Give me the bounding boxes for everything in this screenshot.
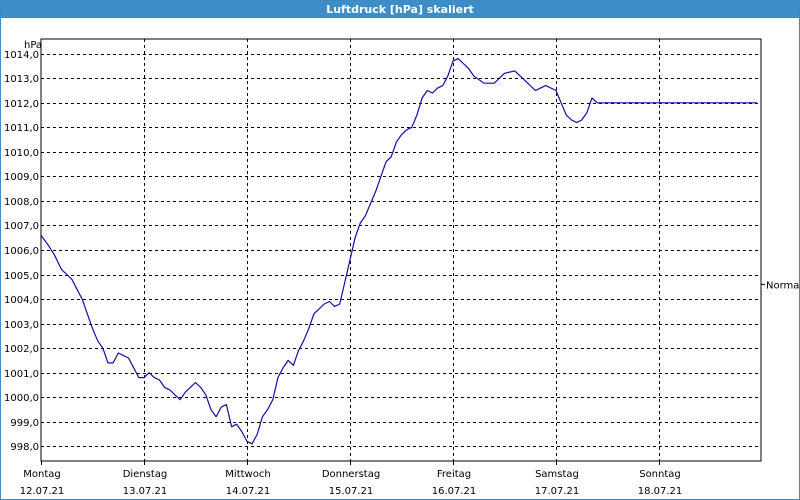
y-tick-label: 1001,0 xyxy=(4,369,39,380)
x-tick-day: Samstag xyxy=(535,469,579,480)
y-tick-label: 998,0 xyxy=(10,442,39,453)
x-tick-date: 15.07.21 xyxy=(329,486,374,497)
y-tick-label: 1009,0 xyxy=(4,172,39,183)
y-tick-label: 1013,0 xyxy=(4,74,39,85)
y-tick-label: 1006,0 xyxy=(4,246,39,257)
x-tick-date: 12.07.21 xyxy=(20,486,65,497)
y-tick-label: 1002,0 xyxy=(4,344,39,355)
x-tick-date: 18.07.21 xyxy=(638,486,683,497)
x-tick-date: 14.07.21 xyxy=(226,486,271,497)
y-axis-label: hPa xyxy=(24,40,42,51)
x-tick-date: 16.07.21 xyxy=(432,486,477,497)
x-tick-date: 13.07.21 xyxy=(123,486,168,497)
x-tick-date: 17.07.21 xyxy=(535,486,580,497)
pressure-series-line xyxy=(40,57,757,445)
y-tick-label: 1014,0 xyxy=(4,50,39,61)
y-tick-label: 1011,0 xyxy=(4,123,39,134)
x-tick-day: Mittwoch xyxy=(225,469,270,480)
y-tick-label: 1010,0 xyxy=(4,148,39,159)
window-title: Luftdruck [hPa] skaliert xyxy=(1,1,799,18)
x-tick-day: Donnerstag xyxy=(322,469,380,480)
normal-label: Normal xyxy=(766,280,799,291)
x-tick-day: Montag xyxy=(23,469,60,480)
y-tick-label: 1008,0 xyxy=(4,197,39,208)
x-tick-day: Dienstag xyxy=(123,469,168,480)
y-tick-label: 1004,0 xyxy=(4,295,39,306)
y-tick-label: 1005,0 xyxy=(4,271,39,282)
y-tick-label: 1003,0 xyxy=(4,320,39,331)
x-tick-day: Freitag xyxy=(437,469,471,480)
x-tick-day: Sonntag xyxy=(639,469,681,480)
y-tick-label: 999,0 xyxy=(10,418,39,429)
y-tick-label: 1000,0 xyxy=(4,393,39,404)
y-tick-label: 1012,0 xyxy=(4,99,39,110)
y-tick-label: 1007,0 xyxy=(4,221,39,232)
